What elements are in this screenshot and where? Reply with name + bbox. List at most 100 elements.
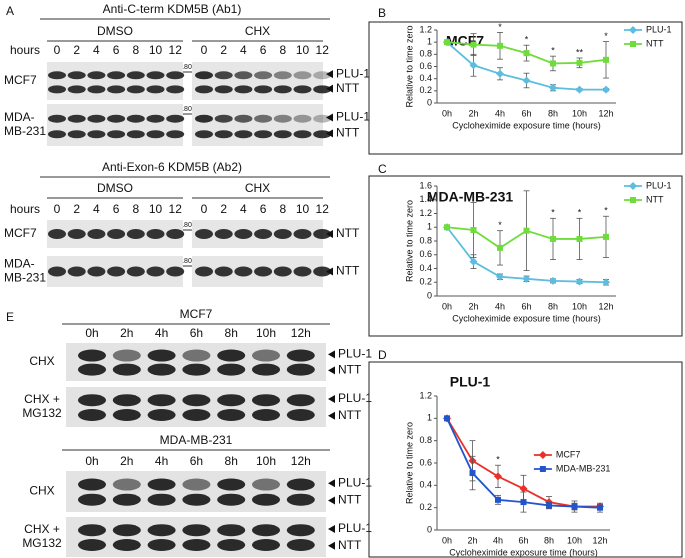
protein-band	[214, 130, 233, 139]
y-tick-label: 1.4	[419, 194, 432, 204]
protein-band	[313, 114, 332, 123]
band-label: PLU-1	[338, 521, 372, 535]
protein-band	[273, 130, 292, 139]
hour-label: 0h	[85, 326, 98, 340]
x-tick-label: 8h	[548, 108, 558, 118]
data-point	[602, 278, 610, 287]
data-point	[576, 235, 583, 242]
blot-title: MCF7	[180, 307, 213, 321]
band-label: PLU-1	[336, 66, 370, 80]
protein-band	[147, 478, 176, 491]
significance-mark: *	[496, 455, 500, 465]
protein-band	[166, 114, 185, 123]
protein-band	[313, 85, 332, 94]
chart-frame	[368, 21, 683, 155]
protein-band	[286, 493, 315, 506]
significance-mark: *	[498, 220, 502, 230]
protein-band	[166, 130, 185, 139]
protein-band	[107, 130, 126, 139]
protein-band	[107, 85, 126, 94]
protein-band	[286, 478, 315, 491]
protein-band	[182, 409, 211, 421]
protein-band	[48, 229, 66, 239]
legend-marker	[630, 41, 636, 47]
panel-label: C	[378, 162, 387, 176]
protein-band	[273, 229, 292, 239]
protein-band	[214, 229, 233, 239]
protein-band	[166, 229, 185, 239]
blot-title: Anti-Exon-6 KDM5B (Ab2)	[102, 160, 242, 174]
protein-band	[286, 539, 315, 551]
protein-band	[286, 409, 315, 421]
y-tick-label: 0.2	[419, 502, 432, 512]
data-point	[602, 85, 610, 94]
x-tick-label: 0h	[442, 301, 452, 311]
protein-band	[293, 71, 312, 80]
protein-band	[234, 266, 253, 277]
y-tick-label: 0	[427, 524, 432, 534]
band-arrow	[326, 230, 333, 238]
protein-band	[112, 363, 141, 376]
protein-band	[286, 524, 315, 537]
data-point	[469, 257, 478, 266]
data-point	[469, 470, 476, 477]
blot-membrane	[66, 471, 326, 512]
significance-mark: *	[604, 31, 608, 41]
protein-band	[217, 539, 246, 551]
blot-membrane	[47, 104, 183, 146]
protein-band	[112, 524, 141, 537]
protein-band	[214, 266, 233, 277]
x-tick-label: 6h	[521, 108, 531, 118]
treatment-label: CHX	[245, 181, 270, 195]
hour-label: 0	[201, 43, 208, 57]
protein-band	[107, 229, 126, 239]
protein-band	[146, 266, 165, 277]
x-tick-label: 12h	[592, 535, 607, 545]
x-tick-label: 6h	[521, 301, 531, 311]
protein-band	[67, 85, 86, 94]
treatment-label: CHX +	[24, 522, 60, 536]
protein-band	[293, 266, 312, 277]
band-arrow	[328, 350, 335, 359]
legend-label: PLU-1	[646, 24, 672, 34]
band-arrow	[328, 541, 335, 550]
data-point	[597, 504, 603, 511]
protein-band	[87, 130, 106, 139]
mw-marker: 180	[180, 64, 192, 71]
protein-band	[273, 85, 292, 94]
hour-label: 2	[220, 43, 227, 57]
band-label: PLU-1	[338, 475, 372, 489]
treatment-label: DMSO	[97, 181, 133, 195]
legend-marker	[538, 451, 547, 459]
hour-label: 4	[93, 43, 100, 57]
hour-label: 12	[316, 43, 330, 57]
hour-label: 0	[54, 43, 61, 57]
protein-band	[112, 539, 141, 551]
band-label: PLU-1	[338, 391, 372, 405]
protein-band	[254, 71, 273, 80]
y-tick-label: 0.4	[419, 480, 432, 490]
data-point	[546, 502, 552, 509]
data-point	[494, 472, 502, 481]
blot-membrane	[192, 104, 323, 146]
hour-label: 10h	[256, 454, 276, 468]
y-tick-label: 0.2	[419, 277, 432, 287]
hour-label: 2	[73, 43, 80, 57]
data-point	[470, 41, 477, 48]
x-tick-label: 0h	[442, 108, 452, 118]
cell-line-label: MCF7	[4, 226, 37, 240]
y-axis-title: Relative to time zero	[404, 200, 414, 282]
hour-label: 12h	[291, 326, 311, 340]
hours-label: hours	[10, 202, 40, 216]
hour-label: 8	[279, 43, 286, 57]
protein-band	[78, 493, 106, 506]
protein-band	[195, 71, 213, 80]
protein-band	[286, 363, 315, 376]
x-tick-label: 6h	[518, 535, 528, 545]
chart-frame	[368, 361, 683, 558]
data-point	[522, 76, 531, 85]
protein-band	[78, 409, 106, 421]
band-arrow	[328, 366, 335, 375]
hour-label: 8	[279, 202, 286, 216]
hour-label: 2	[73, 202, 80, 216]
